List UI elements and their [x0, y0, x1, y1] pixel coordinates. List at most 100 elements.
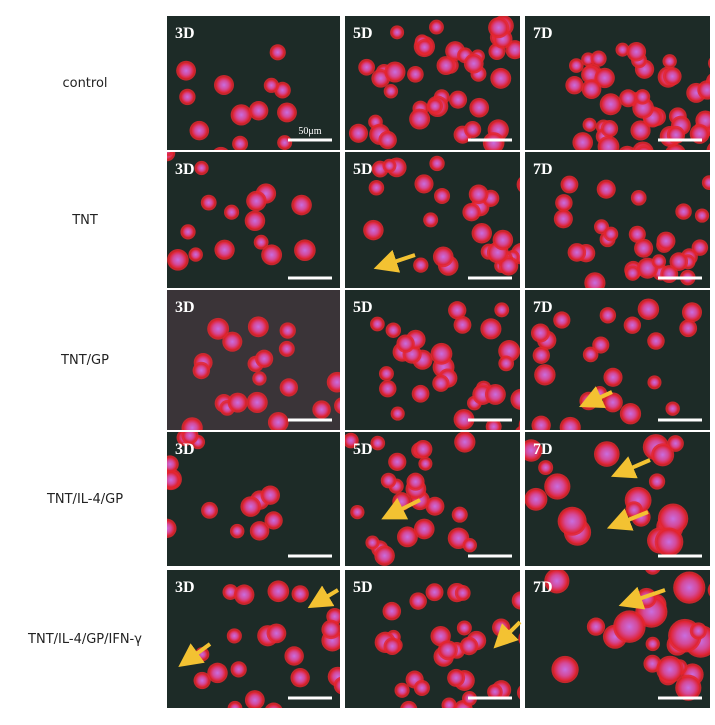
- nucleus: [416, 176, 432, 192]
- nucleus: [436, 189, 449, 202]
- panel: 5D: [345, 290, 520, 430]
- nucleus: [555, 211, 571, 227]
- cell: [141, 119, 159, 137]
- panel: 7D: [525, 152, 710, 288]
- nucleus: [639, 300, 658, 318]
- nucleus: [512, 390, 520, 408]
- nucleus: [328, 610, 340, 623]
- nucleus: [372, 318, 383, 330]
- nucleus: [703, 177, 710, 189]
- nucleus: [458, 622, 470, 634]
- nucleus: [489, 686, 501, 698]
- arrow: [178, 642, 212, 668]
- nucleus: [392, 408, 403, 419]
- nucleus: [402, 702, 416, 708]
- nucleus: [583, 67, 598, 82]
- arrow: [493, 620, 522, 649]
- nucleus: [559, 508, 585, 534]
- cell: [518, 420, 520, 430]
- nucleus: [621, 91, 636, 106]
- nucleus: [429, 100, 442, 113]
- day-label: 3D: [175, 441, 195, 458]
- nucleus: [194, 363, 209, 378]
- nucleus: [215, 76, 233, 93]
- nucleus: [494, 231, 512, 249]
- nucleus: [411, 594, 425, 608]
- nucleus: [269, 582, 288, 601]
- panel: 5D: [345, 16, 520, 150]
- nucleus: [167, 520, 175, 537]
- nucleus: [167, 457, 177, 471]
- nucleus: [292, 670, 308, 686]
- cell: [584, 149, 591, 150]
- nucleus: [647, 570, 658, 573]
- cells: [181, 316, 340, 430]
- nucleus: [653, 256, 665, 267]
- nucleus: [628, 44, 645, 60]
- arrow: [381, 497, 421, 520]
- nucleus: [235, 586, 253, 603]
- nucleus: [636, 240, 652, 256]
- nucleus: [669, 437, 682, 450]
- nucleus: [636, 91, 649, 103]
- nucleus: [413, 386, 428, 401]
- nucleus: [553, 657, 577, 682]
- nucleus: [513, 593, 520, 608]
- nucleus: [518, 688, 520, 697]
- nucleus: [584, 348, 597, 361]
- nucleus: [380, 368, 392, 380]
- nucleus: [630, 227, 644, 241]
- nucleus: [367, 537, 378, 548]
- nucleus: [336, 399, 340, 412]
- day-label: 5D: [353, 441, 373, 458]
- nucleus: [526, 489, 546, 509]
- nucleus: [466, 122, 480, 137]
- nucleus: [248, 192, 265, 210]
- nucleus: [455, 410, 473, 428]
- nucleus: [262, 487, 278, 503]
- nucleus: [411, 110, 429, 128]
- nucleus: [561, 418, 579, 430]
- cell: [708, 57, 710, 69]
- row-label: TNT: [71, 213, 98, 228]
- nucleus: [246, 692, 263, 708]
- nucleus: [709, 588, 710, 593]
- nucleus: [455, 317, 470, 332]
- nucleus: [518, 180, 520, 189]
- nucleus: [390, 454, 405, 469]
- nucleus: [638, 147, 650, 150]
- cells: [370, 301, 520, 430]
- nucleus: [263, 246, 281, 264]
- nucleus: [415, 520, 433, 538]
- row-label: TNT/IL-4/GP/IFN-γ: [27, 632, 142, 647]
- nucleus: [710, 57, 715, 69]
- cells: [565, 42, 715, 150]
- nucleus: [645, 656, 660, 671]
- panel: 7D: [525, 16, 715, 150]
- nucleus: [360, 60, 374, 74]
- nucleus: [232, 663, 245, 676]
- nucleus: [293, 587, 307, 601]
- nucleus: [279, 137, 291, 149]
- panel: 7D: [525, 290, 710, 430]
- nucleus: [169, 251, 187, 269]
- nucleus: [667, 403, 678, 414]
- nucleus: [195, 673, 209, 688]
- nucleus: [473, 225, 490, 242]
- arrow: [610, 456, 651, 479]
- nucleus: [216, 241, 233, 258]
- panel: 3D: [167, 290, 340, 430]
- nucleus: [143, 121, 157, 135]
- nucleus: [605, 228, 617, 240]
- nucleus: [415, 441, 431, 457]
- nucleus: [427, 498, 443, 514]
- nucleus: [594, 338, 608, 352]
- nucleus: [431, 157, 443, 170]
- nucleus: [370, 181, 383, 194]
- cells: [348, 16, 520, 150]
- nucleus: [664, 56, 675, 67]
- nucleus: [450, 303, 465, 318]
- nucleus: [296, 241, 314, 260]
- day-label: 7D: [533, 299, 553, 316]
